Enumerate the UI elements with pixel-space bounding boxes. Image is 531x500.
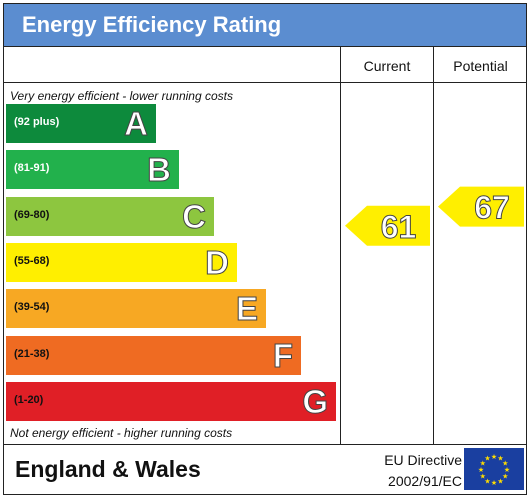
band-letter: E: [235, 290, 258, 328]
eu-star-icon: ★: [484, 477, 490, 485]
band-range-label: (69-80): [14, 208, 50, 221]
band-range-label: (21-38): [14, 347, 50, 360]
band-letter: D: [205, 243, 230, 281]
band-range-label: (92 plus): [14, 116, 60, 128]
chart-title: Energy Efficiency Rating: [22, 12, 282, 37]
band-letter: C: [182, 197, 207, 235]
eu-star-icon: ★: [504, 466, 510, 474]
current-column-header: Current: [363, 58, 411, 74]
eu-star-icon: ★: [480, 460, 486, 468]
footer-divider: [3, 444, 527, 445]
bottom-note: Not energy efficient - higher running co…: [10, 426, 233, 440]
band-letter: G: [302, 382, 329, 420]
title-bar: Energy Efficiency Rating: [3, 3, 527, 47]
band-range-label: (1-20): [14, 393, 44, 406]
band-letter: F: [272, 336, 293, 374]
top-note: Very energy efficient - lower running co…: [10, 89, 233, 103]
eu-star-icon: ★: [491, 453, 497, 461]
eu-directive-label: EU Directive: [384, 452, 462, 468]
eu-star-icon: ★: [502, 473, 508, 481]
eu-star-icon: ★: [502, 460, 508, 468]
eu-star-icon: ★: [478, 466, 484, 474]
band-range-label: (55-68): [14, 254, 50, 267]
band-letter: A: [124, 105, 149, 143]
potential-column-divider: [433, 47, 434, 444]
band-c: (69-80) C: [6, 196, 214, 236]
band-e: (39-54) E: [6, 289, 266, 329]
eu-directive-number: 2002/91/EC: [388, 473, 462, 489]
band-d: (55-68) D: [6, 242, 237, 282]
band-letter: B: [147, 151, 172, 189]
band-b: (81-91) B: [6, 150, 179, 190]
band-g: (1-20) G: [6, 381, 336, 421]
eu-flag-icon: ★ ★ ★ ★ ★ ★ ★ ★ ★ ★ ★ ★: [464, 448, 524, 490]
eu-star-icon: ★: [497, 455, 503, 463]
band-f: (21-38) F: [6, 335, 301, 375]
footer-country: England & Wales: [15, 456, 201, 482]
potential-column-header: Potential: [453, 58, 508, 74]
band-range-label: (81-91): [14, 162, 50, 175]
band-range-label: (39-54): [14, 301, 50, 314]
current-column-divider: [340, 47, 341, 444]
eu-star-icon: ★: [484, 455, 490, 463]
header-divider: [3, 82, 527, 83]
eu-star-icon: ★: [497, 477, 503, 485]
eu-star-icon: ★: [480, 473, 486, 481]
eu-star-icon: ★: [491, 479, 497, 487]
band-a: (92 plus) A: [6, 104, 156, 143]
